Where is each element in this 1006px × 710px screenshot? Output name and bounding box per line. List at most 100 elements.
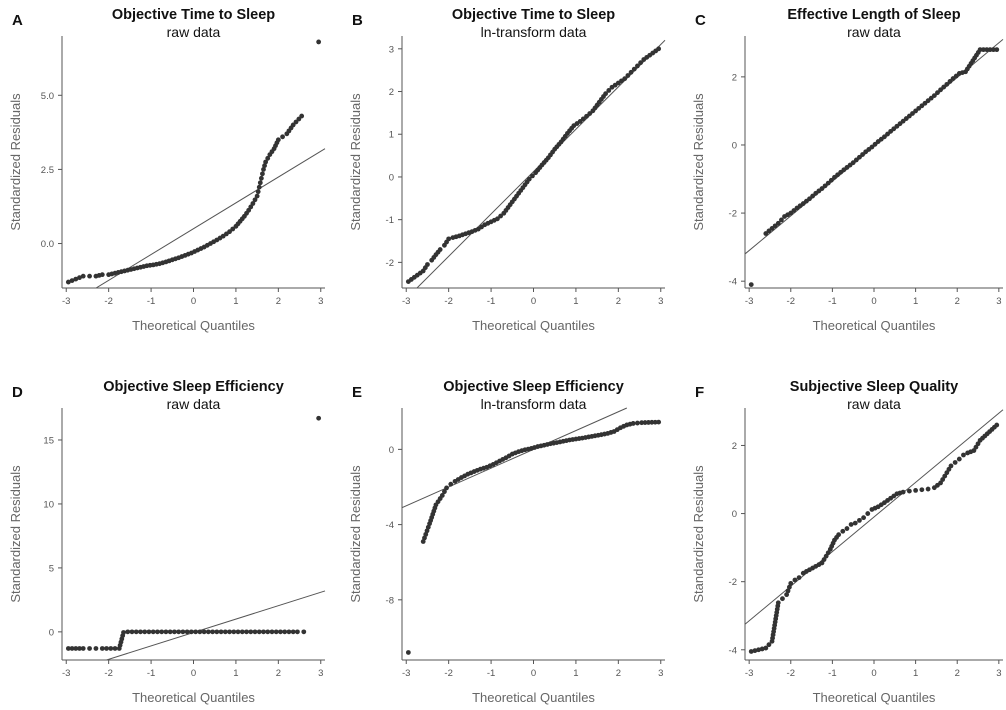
y-tick-label: 10 <box>43 499 54 510</box>
data-point <box>952 460 958 465</box>
data-point <box>977 47 983 53</box>
data-point <box>295 629 300 635</box>
data-point <box>250 201 256 206</box>
x-tick-label: -1 <box>487 668 495 679</box>
x-tick-label: 0 <box>531 668 536 679</box>
x-tick-label: -3 <box>745 668 753 679</box>
reference-line <box>402 407 628 509</box>
data-point <box>442 489 447 495</box>
data-point <box>210 629 215 635</box>
data-point <box>405 650 411 655</box>
data-point <box>779 217 784 223</box>
x-axis-label: Theoretical Quantiles <box>132 690 255 705</box>
data-point <box>77 646 82 651</box>
data-point <box>807 196 812 202</box>
data-point <box>255 189 261 195</box>
y-tick-label: -4 <box>729 277 737 288</box>
data-point <box>526 176 532 182</box>
data-point <box>275 137 281 143</box>
data-point <box>256 629 262 635</box>
x-tick-label: -1 <box>147 296 155 307</box>
data-point <box>938 87 943 93</box>
data-point <box>865 511 871 516</box>
data-point <box>603 91 609 97</box>
x-tick-label: 0 <box>531 296 536 307</box>
data-point <box>239 629 245 635</box>
x-axis-label: Theoretical Quantiles <box>132 318 255 333</box>
chart-title: Objective Time to Sleep <box>112 7 275 23</box>
data-point <box>635 420 640 426</box>
data-point <box>248 629 254 635</box>
data-point <box>853 157 859 163</box>
data-point <box>656 419 662 425</box>
data-point <box>296 116 302 122</box>
data-point <box>819 186 825 191</box>
data-point <box>104 646 109 651</box>
x-tick-label: 3 <box>318 296 323 307</box>
data-point <box>80 646 86 651</box>
data-point <box>87 273 92 279</box>
x-tick-label: 1 <box>913 296 918 307</box>
y-axis-label: Standardized Residuals <box>8 93 23 231</box>
data-point <box>495 216 500 222</box>
data-point <box>265 155 271 161</box>
x-tick-label: -3 <box>402 668 410 679</box>
x-axis-label: Theoretical Quantiles <box>472 318 595 333</box>
data-point <box>625 73 631 78</box>
x-tick-label: -2 <box>104 296 112 307</box>
panel-letter: D <box>12 384 23 401</box>
data-point <box>852 520 858 526</box>
panel-letter: B <box>352 12 363 29</box>
data-point <box>752 648 758 654</box>
data-point <box>656 46 662 52</box>
y-tick-label: 3 <box>389 44 394 55</box>
data-point <box>577 119 583 124</box>
chart-title: Effective Length of Sleep <box>787 7 960 23</box>
chart-subtitle: raw data <box>847 396 901 412</box>
x-tick-label: 1 <box>233 668 238 679</box>
x-tick-label: 1 <box>233 296 238 307</box>
x-tick-label: 3 <box>658 296 663 307</box>
data-point <box>193 629 199 635</box>
y-tick-label: 2 <box>732 441 737 452</box>
data-point <box>784 592 790 598</box>
data-point <box>786 584 792 590</box>
x-tick-label: -3 <box>745 296 753 307</box>
data-point <box>263 159 269 165</box>
data-point <box>580 116 586 122</box>
x-tick-label: 3 <box>318 668 323 679</box>
data-point <box>125 629 131 635</box>
x-tick-label: -1 <box>828 296 836 307</box>
x-tick-label: 2 <box>616 668 621 679</box>
data-point <box>425 262 430 267</box>
data-point <box>218 629 224 635</box>
data-point <box>848 522 854 527</box>
data-point <box>788 580 794 586</box>
data-point <box>906 488 912 494</box>
data-point <box>947 79 953 84</box>
data-point <box>766 642 772 648</box>
y-axis-label: Standardized Residuals <box>348 93 363 231</box>
data-point <box>184 629 190 635</box>
data-point <box>931 93 937 98</box>
panel-e: E Objective Sleep Efficiencyln-transform … <box>348 379 665 705</box>
data-point <box>254 193 260 199</box>
x-tick-label: 3 <box>996 668 1001 679</box>
x-tick-label: -2 <box>787 668 795 679</box>
data-point <box>197 629 203 635</box>
data-point <box>93 646 99 651</box>
data-point <box>444 485 449 491</box>
y-tick-label: -2 <box>729 577 737 588</box>
data-point <box>65 279 71 285</box>
data-point <box>280 134 285 140</box>
chart-subtitle: ln-transform data <box>481 24 587 40</box>
data-point <box>244 629 249 635</box>
chart-title: Objective Sleep Efficiency <box>103 379 284 395</box>
data-point <box>261 167 266 172</box>
x-axis-label: Theoretical Quantiles <box>472 690 595 705</box>
data-point <box>869 144 875 150</box>
